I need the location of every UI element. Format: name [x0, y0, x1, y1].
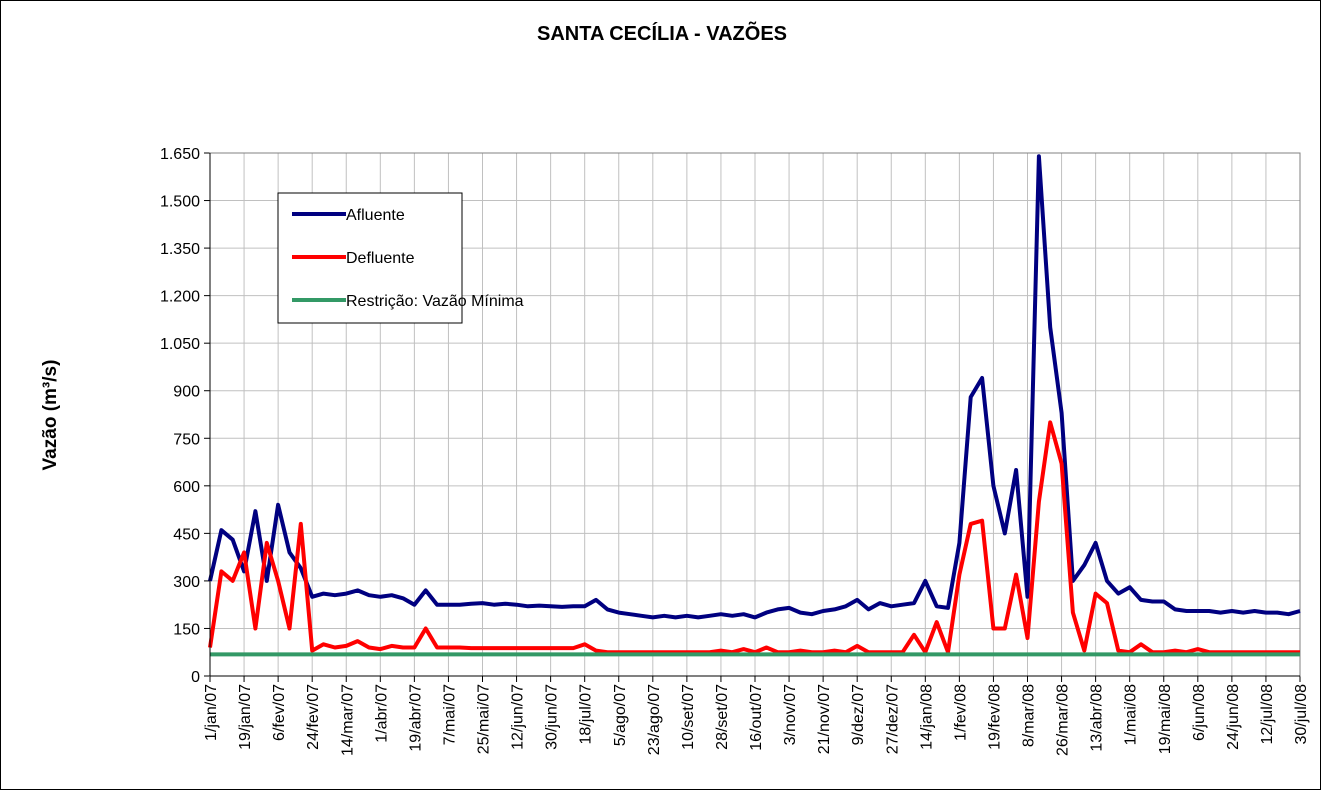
- x-tick-label: 18/jul/07: [578, 684, 595, 745]
- x-tick-label: 10/set/07: [680, 684, 697, 750]
- x-tick-label: 9/dez/07: [850, 684, 867, 745]
- x-tick-label: 13/abr/08: [1089, 684, 1106, 752]
- x-tick-label: 30/jul/08: [1293, 684, 1310, 745]
- x-tick-label: 3/nov/07: [782, 684, 799, 745]
- x-tick-label: 19/abr/07: [407, 684, 424, 752]
- x-tick-label: 19/mai/08: [1157, 684, 1174, 754]
- x-tick-label: 8/mar/08: [1021, 684, 1038, 747]
- x-tick-label: 1/fev/08: [952, 684, 969, 741]
- y-tick-label: 150: [173, 621, 200, 638]
- x-tick-label: 26/mar/08: [1055, 684, 1072, 756]
- x-tick-label: 16/out/07: [748, 684, 765, 751]
- series-line: [208, 420, 1300, 655]
- x-tick-label: 27/dez/07: [884, 684, 901, 754]
- x-tick-label: 6/jun/08: [1191, 684, 1208, 741]
- y-tick-label: 0: [191, 669, 200, 686]
- y-tick-label: 1.650: [160, 146, 200, 163]
- x-tick-label: 14/mar/07: [339, 684, 356, 756]
- x-tick-label: 28/set/07: [714, 684, 731, 750]
- series-line: [208, 154, 1301, 620]
- y-tick-label: 300: [173, 574, 200, 591]
- x-tick-label: 21/nov/07: [816, 684, 833, 754]
- y-tick-label: 1.350: [160, 241, 200, 258]
- x-tick-label: 12/jun/07: [510, 684, 527, 750]
- legend-label: Restrição: Vazão Mínima: [346, 293, 524, 310]
- y-axis-label: Vazão (m³/s): [40, 360, 61, 471]
- x-tick-label: 1/mai/08: [1123, 684, 1140, 745]
- y-tick-label: 1.200: [160, 289, 200, 306]
- x-tick-label: 30/jun/07: [544, 684, 561, 750]
- y-tick-label: 750: [173, 431, 200, 448]
- x-tick-label: 24/jun/08: [1225, 684, 1242, 750]
- x-tick-label: 23/ago/07: [646, 684, 663, 755]
- x-tick-label: 19/jan/07: [237, 684, 254, 750]
- x-tick-label: 12/jul/08: [1259, 684, 1276, 745]
- x-tick-label: 5/ago/07: [612, 684, 629, 746]
- y-tick-label: 450: [173, 526, 200, 543]
- y-tick-label: 1.050: [160, 336, 200, 353]
- x-tick-label: 7/mai/07: [441, 684, 458, 745]
- y-tick-label: 900: [173, 384, 200, 401]
- legend-label: Defluente: [346, 250, 415, 267]
- x-tick-label: 1/jan/07: [203, 684, 220, 741]
- x-tick-label: 25/mai/07: [476, 684, 493, 754]
- x-tick-label: 19/fev/08: [986, 684, 1003, 750]
- x-tick-label: 6/fev/07: [271, 684, 288, 741]
- legend-label: Afluente: [346, 207, 405, 224]
- y-tick-label: 600: [173, 479, 200, 496]
- y-tick-label: 1.500: [160, 194, 200, 211]
- chart-title: SANTA CECÍLIA - VAZÕES: [537, 21, 787, 45]
- x-tick-label: 14/jan/08: [918, 684, 935, 750]
- x-tick-label: 24/fev/07: [305, 684, 322, 750]
- x-tick-label: 1/abr/07: [373, 684, 390, 743]
